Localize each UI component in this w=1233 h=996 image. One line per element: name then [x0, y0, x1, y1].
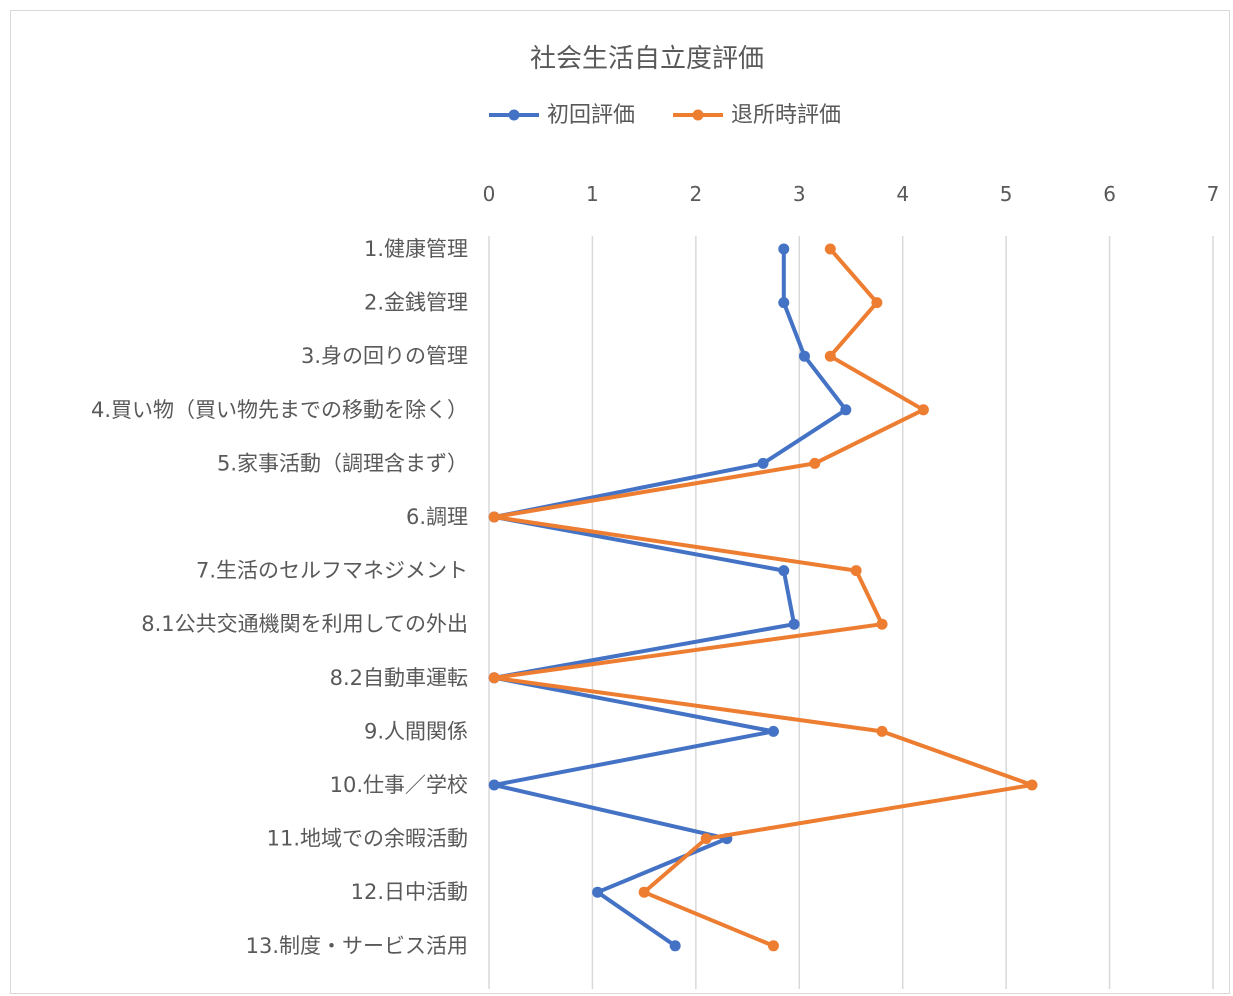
data-point	[592, 886, 604, 898]
x-tick-label: 5	[1000, 182, 1013, 206]
category-label: 5.家事活動（調理含まず）	[217, 451, 468, 475]
x-tick-label: 6	[1103, 182, 1116, 206]
x-tick-label: 3	[793, 182, 806, 206]
x-tick-label: 2	[689, 182, 702, 206]
data-point	[917, 404, 929, 416]
data-point	[871, 297, 883, 309]
data-point	[488, 779, 500, 791]
data-point	[798, 350, 810, 362]
category-label: 11.地域での余暇活動	[267, 827, 468, 851]
data-point	[488, 672, 500, 684]
data-point	[1026, 779, 1038, 791]
category-label: 1.健康管理	[364, 237, 468, 261]
data-point	[767, 725, 779, 737]
data-point	[876, 725, 888, 737]
series-lines	[488, 243, 1038, 952]
series-line	[492, 247, 848, 948]
chart-title: 社会生活自立度評価	[530, 44, 764, 74]
category-label: 6.調理	[406, 505, 468, 529]
legend-label-series-2: 退所時評価	[731, 103, 841, 128]
data-point	[778, 565, 790, 577]
data-point	[778, 297, 790, 309]
category-label: 12.日中活動	[351, 880, 468, 904]
x-tick-label: 7	[1207, 182, 1220, 206]
data-point	[824, 243, 836, 255]
category-label: 3.身の回りの管理	[301, 344, 468, 368]
data-point	[824, 350, 836, 362]
data-point	[638, 886, 650, 898]
category-labels: 1.健康管理 2.金銭管理 3.身の回りの管理 4.買い物（買い物先までの移動を除く）…	[91, 237, 468, 958]
x-tick-label: 0	[483, 182, 496, 206]
legend: 初回評価 退所時評価	[489, 103, 841, 128]
category-label: 8.1公共交通機関を利用しての外出	[141, 612, 468, 636]
legend-item-series-2: 退所時評価	[673, 103, 841, 128]
data-point	[809, 457, 821, 469]
series-1	[488, 243, 852, 952]
series-line	[492, 247, 1034, 948]
data-point	[700, 833, 712, 845]
legend-marker-series-1	[508, 109, 520, 121]
gridlines	[488, 236, 1214, 989]
category-label: 13.制度・サービス活用	[246, 934, 468, 958]
category-label: 4.買い物（買い物先までの移動を除く）	[91, 398, 468, 422]
series-2	[488, 243, 1038, 952]
category-label: 9.人間関係	[364, 719, 468, 743]
category-label: 10.仕事／学校	[330, 773, 468, 797]
data-point	[757, 457, 769, 469]
data-point	[840, 404, 852, 416]
legend-item-series-1: 初回評価	[489, 103, 635, 128]
x-axis-tick-labels: 0 1 2 3 4 5 6 7	[483, 182, 1220, 206]
legend-label-series-1: 初回評価	[547, 103, 635, 128]
legend-marker-series-2	[692, 109, 704, 121]
x-tick-label: 4	[896, 182, 909, 206]
data-point	[850, 565, 862, 577]
data-point	[767, 940, 779, 952]
data-point	[788, 618, 800, 630]
data-point	[778, 243, 790, 255]
x-tick-label: 1	[586, 182, 599, 206]
chart-frame: 社会生活自立度評価 初回評価 退所時評価 0 1 2 3 4 5 6 7 1.健康管理 2.金銭…	[10, 10, 1230, 994]
category-label: 8.2自動車運転	[330, 666, 468, 690]
category-label: 7.生活のセルフマネジメント	[196, 559, 468, 583]
line-chart: 社会生活自立度評価 初回評価 退所時評価 0 1 2 3 4 5 6 7 1.健康管理 2.金銭…	[91, 44, 1220, 989]
data-point	[669, 940, 681, 952]
data-point	[488, 511, 500, 523]
data-point	[876, 618, 888, 630]
category-label: 2.金銭管理	[364, 291, 468, 315]
